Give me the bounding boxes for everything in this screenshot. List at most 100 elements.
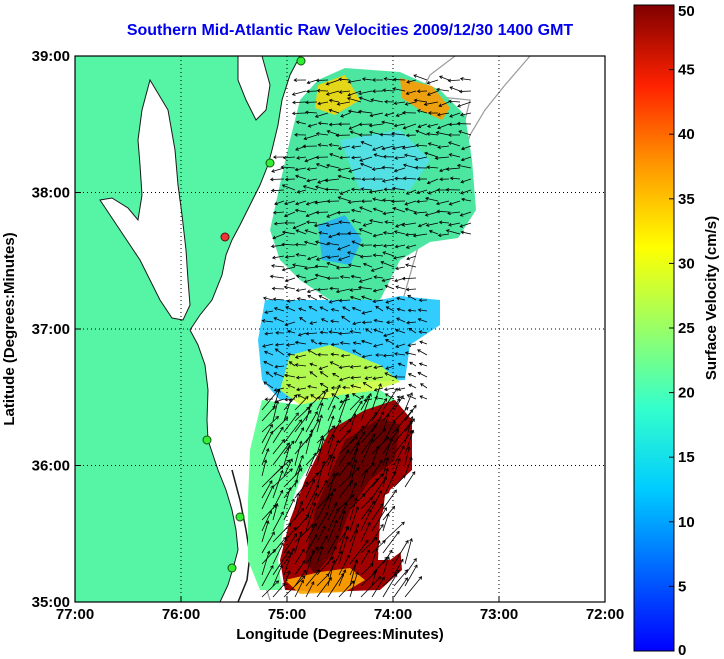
velocity-arrowhead [300, 454, 304, 459]
velocity-arrow [353, 342, 362, 345]
velocity-arrowhead [285, 343, 290, 347]
velocity-arrowhead [418, 330, 423, 334]
velocity-arrowhead [386, 512, 390, 517]
velocity-arrowhead [315, 155, 320, 160]
velocity-vectors [261, 74, 472, 598]
velocity-arrow [297, 189, 307, 193]
velocity-arrowhead [336, 232, 340, 236]
velocity-arrowhead [297, 394, 301, 398]
velocity-arrowhead [427, 190, 432, 195]
velocity-arrowhead [319, 382, 324, 387]
velocity-arrowhead [349, 295, 354, 300]
velocity-arrow [449, 112, 461, 118]
velocity-arrowhead [293, 533, 298, 537]
velocity-arrow [406, 255, 417, 260]
velocity-arrowhead [339, 191, 344, 195]
velocity-arrow [299, 317, 307, 323]
velocity-arrowhead [274, 364, 278, 369]
velocity-arrowhead [414, 564, 418, 569]
velocity-arrow [327, 455, 335, 477]
velocity-arrow [283, 156, 296, 159]
velocity-arrowhead [381, 278, 386, 283]
velocity-arrowhead [262, 296, 267, 301]
x-tick-label: 76:00 [162, 606, 200, 623]
velocity-arrow [373, 343, 384, 347]
velocity-arrowhead [342, 306, 346, 310]
velocity-arrow [360, 501, 375, 521]
velocity-arrow [316, 211, 329, 213]
velocity-arrowhead [362, 223, 367, 227]
velocity-arrow [406, 288, 417, 291]
velocity-arrowhead [401, 223, 406, 227]
velocity-arrowhead [397, 362, 402, 367]
velocity-arrow [393, 255, 406, 259]
velocity-arrowhead [460, 112, 464, 117]
velocity-arrowhead [307, 349, 312, 353]
velocity-arrowhead [337, 167, 342, 172]
velocity-arrow [338, 145, 351, 150]
velocity-arrow [360, 509, 372, 532]
velocity-arrowhead [380, 523, 384, 528]
velocity-arrowhead [314, 264, 319, 269]
velocity-arrow [272, 439, 285, 455]
velocity-arrowhead [409, 392, 413, 396]
velocity-arrow [272, 511, 284, 532]
velocity-arrowhead [300, 427, 305, 431]
velocity-arrow [305, 484, 319, 510]
velocity-arrow [382, 556, 390, 576]
velocity-arrow [361, 188, 373, 191]
velocity-arrow [349, 395, 364, 411]
velocity-arrowhead [308, 433, 313, 437]
velocity-arrowhead [361, 320, 366, 325]
velocity-arrowhead [309, 371, 314, 375]
velocity-arrow [273, 211, 285, 214]
velocity-arrowhead [373, 275, 377, 279]
velocity-arrowhead [420, 383, 424, 387]
velocity-arrow [349, 123, 362, 130]
velocity-arrow [338, 467, 360, 488]
velocity-arrowhead [309, 321, 314, 325]
velocity-arrowhead [375, 353, 379, 357]
velocity-arrow [416, 200, 428, 203]
velocity-arrow [371, 476, 387, 499]
velocity-arrowhead [264, 397, 269, 402]
velocity-arrowhead [351, 155, 355, 160]
velocity-arrowhead [395, 266, 399, 271]
velocity-arrowhead [310, 581, 315, 585]
velocity-arrowhead [427, 124, 431, 128]
velocity-arrow [350, 331, 362, 334]
velocity-arrowhead [439, 177, 443, 182]
velocity-arrow [261, 459, 267, 477]
velocity-arrowhead [405, 245, 410, 249]
velocity-arrowhead [410, 429, 415, 434]
velocity-arrowhead [331, 455, 336, 460]
velocity-arrowhead [280, 511, 284, 516]
velocity-arrowhead [393, 101, 398, 106]
velocity-arrowhead [346, 251, 351, 255]
velocity-arrowhead [352, 341, 357, 345]
velocity-arrowhead [269, 274, 274, 279]
velocity-arrowhead [325, 92, 330, 96]
velocity-arrow [352, 321, 362, 325]
velocity-arrow [385, 365, 395, 370]
colorbar [633, 4, 675, 652]
velocity-arrow [339, 299, 351, 302]
velocity-arrowhead [405, 406, 409, 411]
velocity-arrow [362, 321, 373, 323]
velocity-arrowhead [346, 429, 350, 434]
velocity-arrowhead [309, 362, 314, 367]
velocity-arrowhead [264, 331, 268, 336]
velocity-arrow [305, 472, 319, 488]
velocity-arrowhead [315, 472, 319, 476]
velocity-arrow [426, 222, 439, 226]
velocity-arrowhead [324, 535, 328, 540]
velocity-arrow [447, 211, 461, 214]
velocity-arrow [383, 244, 395, 247]
velocity-arrow [351, 188, 362, 191]
velocity-arrow [395, 329, 406, 334]
velocity-arrowhead [376, 445, 380, 450]
velocity-arrowhead [393, 489, 397, 494]
velocity-arrow [294, 492, 300, 510]
velocity-arrow [326, 262, 340, 268]
velocity-arrowhead [284, 416, 289, 421]
